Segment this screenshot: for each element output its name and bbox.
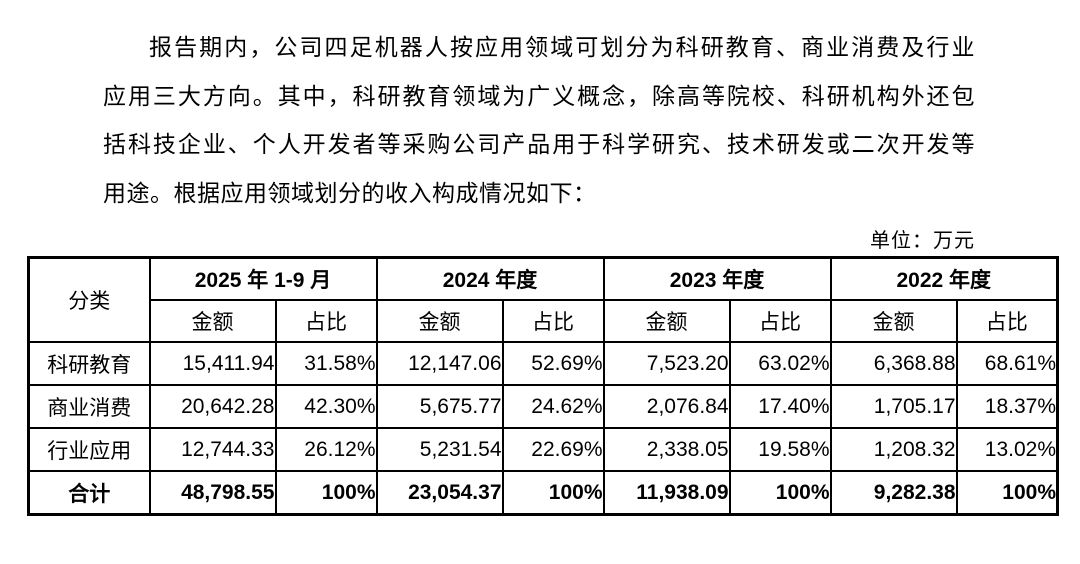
paragraph-line: 报告期内，公司四足机器人按应用领域可划分为科研教育、商业消费及行业: [149, 35, 975, 60]
ratio-cell: 24.62%: [501, 384, 605, 429]
amount-cell: 2,338.05: [602, 427, 731, 472]
table-row-research-education: 科研教育 15,411.94 31.58% 12,147.06 52.69% 7…: [27, 341, 1059, 386]
paragraph-line: 括科技企业、个人开发者等采购公司产品用于科学研究、技术研发或二次开发等: [103, 132, 975, 157]
intro-paragraph: 报告期内，公司四足机器人按应用领域可划分为科研教育、商业消费及行业 应用三大方向…: [103, 24, 975, 218]
amount-header: 金额: [375, 299, 504, 343]
amount-cell: 1,208.32: [829, 427, 958, 472]
ratio-header: 占比: [955, 299, 1059, 343]
ratio-header: 占比: [274, 299, 378, 343]
ratio-cell: 18.37%: [955, 384, 1059, 429]
ratio-cell: 100%: [274, 470, 378, 516]
ratio-cell: 100%: [501, 470, 605, 516]
ratio-cell: 63.02%: [728, 341, 832, 386]
amount-cell: 5,675.77: [375, 384, 504, 429]
amount-cell: 1,705.17: [829, 384, 958, 429]
amount-cell: 5,231.54: [375, 427, 504, 472]
ratio-cell: 100%: [955, 470, 1059, 516]
amount-cell: 7,523.20: [602, 341, 731, 386]
category-column-header: 分类: [27, 256, 151, 343]
category-cell: 行业应用: [27, 427, 151, 472]
ratio-cell: 52.69%: [501, 341, 605, 386]
category-cell: 合计: [27, 470, 151, 516]
period-header-2022: 2022 年度: [829, 256, 1059, 301]
amount-cell: 20,642.28: [148, 384, 277, 429]
amount-header: 金额: [148, 299, 277, 343]
amount-cell: 11,938.09: [602, 470, 731, 516]
table-row-commercial-consumer: 商业消费 20,642.28 42.30% 5,675.77 24.62% 2,…: [27, 384, 1059, 429]
amount-header: 金额: [602, 299, 731, 343]
amount-cell: 2,076.84: [602, 384, 731, 429]
amount-cell: 6,368.88: [829, 341, 958, 386]
amount-header: 金额: [829, 299, 958, 343]
ratio-cell: 17.40%: [728, 384, 832, 429]
amount-cell: 9,282.38: [829, 470, 958, 516]
ratio-cell: 42.30%: [274, 384, 378, 429]
ratio-cell: 22.69%: [501, 427, 605, 472]
table-row-total: 合计 48,798.55 100% 23,054.37 100% 11,938.…: [27, 470, 1059, 516]
ratio-cell: 26.12%: [274, 427, 378, 472]
amount-cell: 12,744.33: [148, 427, 277, 472]
ratio-header: 占比: [501, 299, 605, 343]
amount-cell: 12,147.06: [375, 341, 504, 386]
ratio-cell: 19.58%: [728, 427, 832, 472]
amount-cell: 15,411.94: [148, 341, 277, 386]
category-cell: 商业消费: [27, 384, 151, 429]
amount-cell: 23,054.37: [375, 470, 504, 516]
paragraph-line: 应用三大方向。其中，科研教育领域为广义概念，除高等院校、科研机构外还包: [103, 83, 975, 109]
revenue-by-application-table: 分类 2025 年 1-9 月 2024 年度 2023 年度 2022 年度 …: [27, 256, 1060, 516]
ratio-cell: 68.61%: [955, 341, 1059, 386]
period-header-2023: 2023 年度: [602, 256, 832, 301]
paragraph-line: 用途。根据应用领域划分的收入构成情况如下：: [103, 180, 597, 206]
ratio-header: 占比: [728, 299, 832, 343]
ratio-cell: 100%: [728, 470, 832, 516]
period-header-2024: 2024 年度: [375, 256, 605, 301]
table-row-industry-application: 行业应用 12,744.33 26.12% 5,231.54 22.69% 2,…: [27, 427, 1059, 472]
period-header-2025: 2025 年 1-9 月: [148, 256, 378, 301]
amount-cell: 48,798.55: [148, 470, 277, 516]
ratio-cell: 13.02%: [955, 427, 1059, 472]
unit-label: 单位：万元: [870, 230, 975, 252]
ratio-cell: 31.58%: [274, 341, 378, 386]
category-cell: 科研教育: [27, 341, 151, 386]
